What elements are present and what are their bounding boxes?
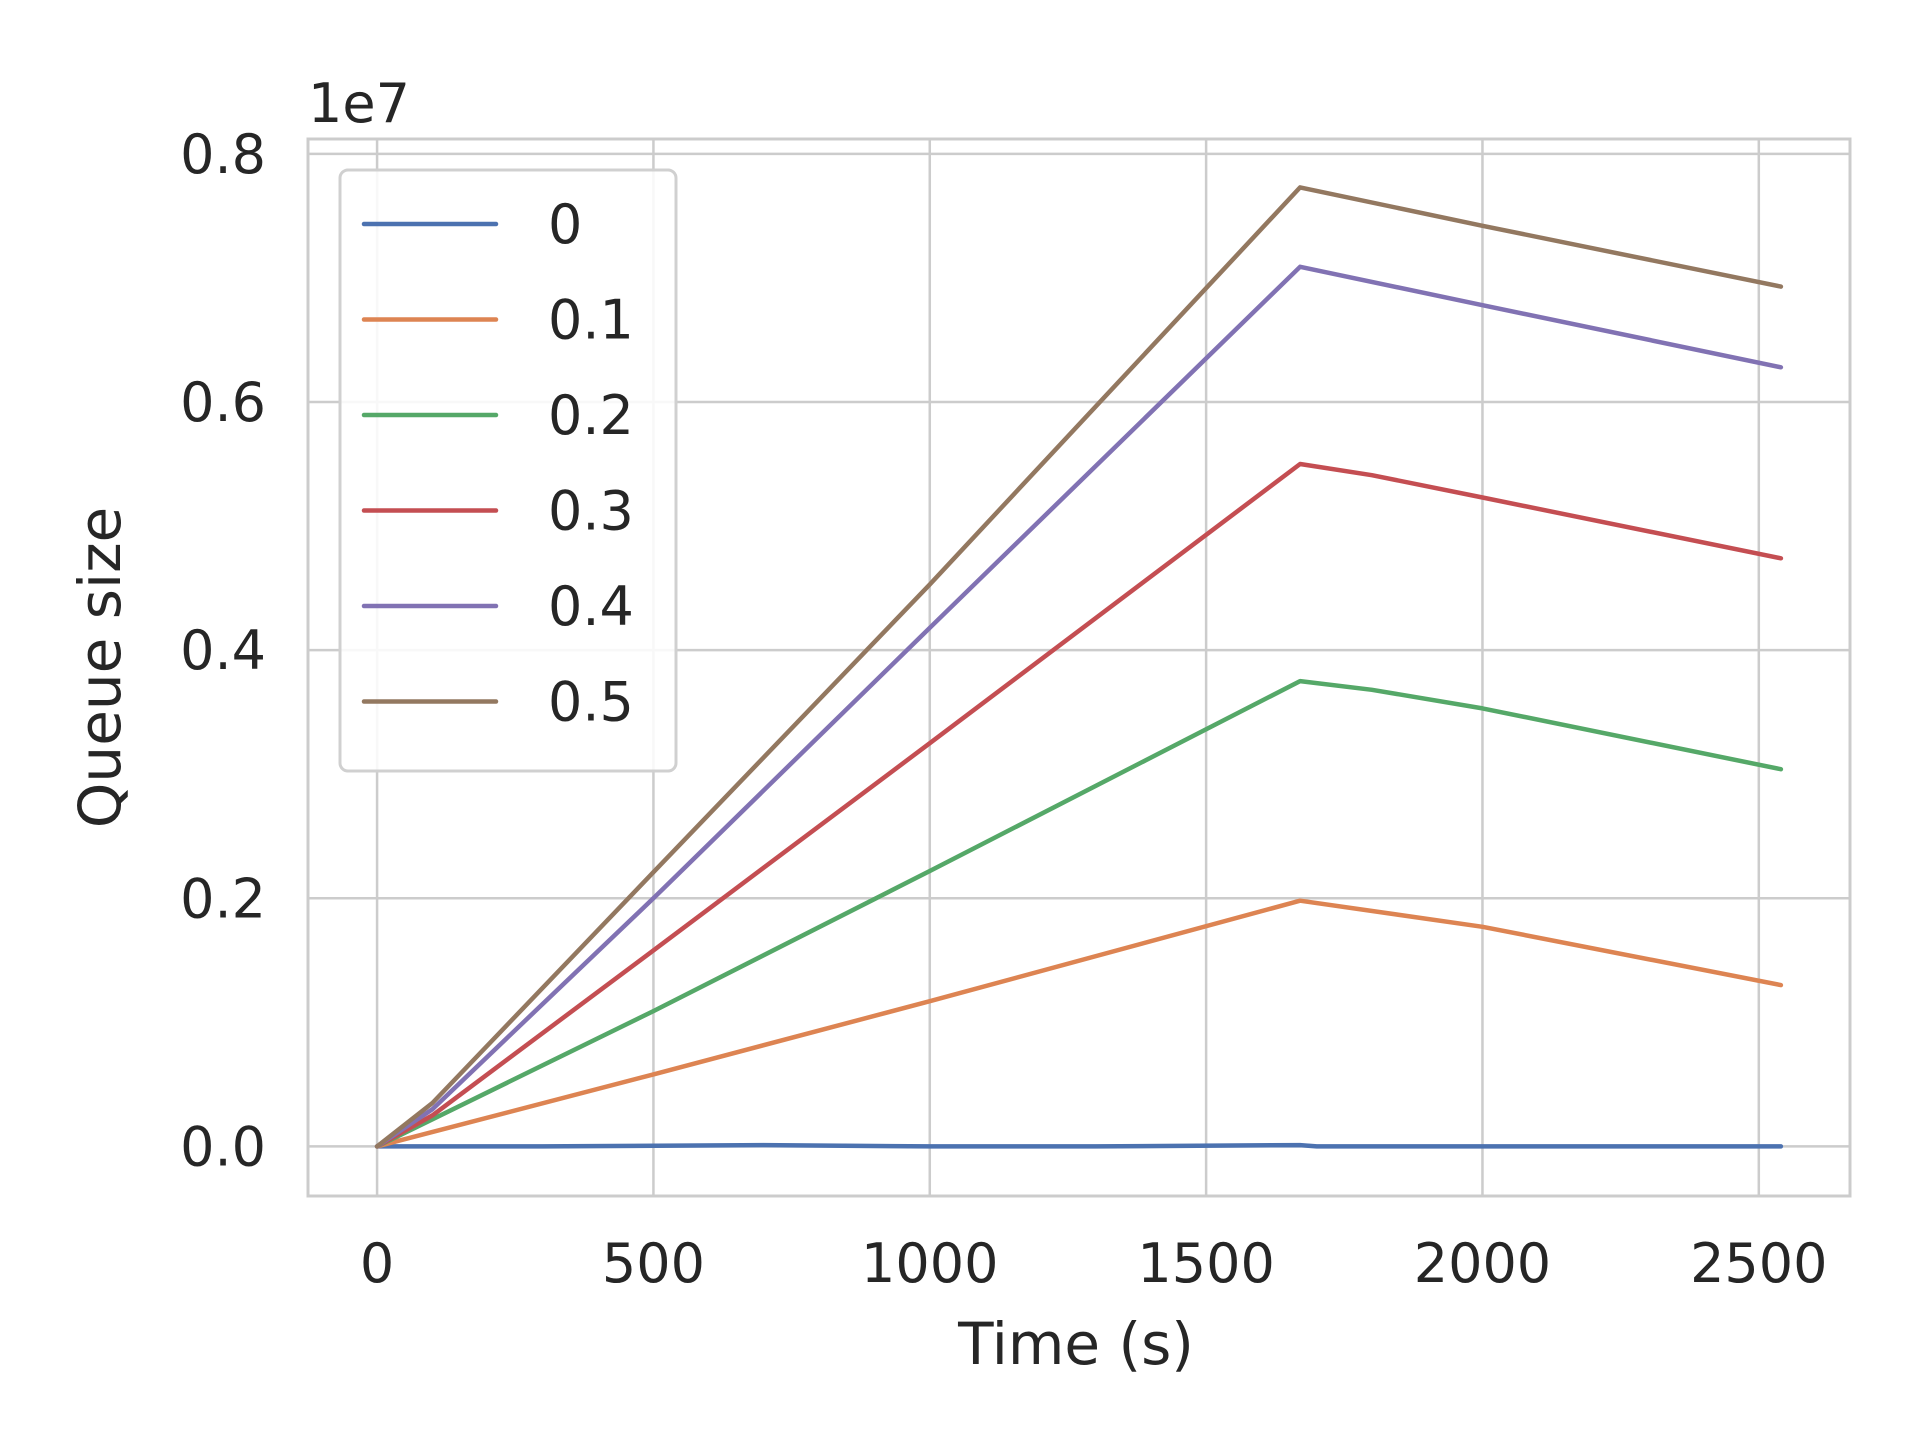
tick-labels: 0 500 1000 1500 2000 2500 0.0 0.2 0.4 0.6 0.8 bbox=[180, 123, 1827, 1295]
series-line-0-2 bbox=[374, 678, 1784, 1149]
x-tick-label: 500 bbox=[602, 1232, 705, 1295]
legend-label: 0.3 bbox=[548, 480, 634, 543]
y-offset-label: 1e7 bbox=[308, 72, 410, 135]
series-line-0 bbox=[374, 1142, 1784, 1149]
series-lines bbox=[374, 185, 1784, 1149]
y-tick-label: 0.6 bbox=[180, 371, 266, 434]
y-tick-label: 0.2 bbox=[180, 867, 266, 930]
x-axis-label: Time (s) bbox=[957, 1310, 1194, 1378]
series-line-0-4 bbox=[374, 264, 1784, 1149]
legend-label: 0.5 bbox=[548, 671, 634, 734]
x-tick-label: 1000 bbox=[861, 1232, 998, 1295]
legend-label: 0.4 bbox=[548, 575, 634, 638]
legend-label: 0 bbox=[548, 193, 582, 256]
x-tick-label: 0 bbox=[360, 1232, 394, 1295]
y-tick-label: 0.4 bbox=[180, 619, 266, 682]
x-tick-label: 1500 bbox=[1137, 1232, 1274, 1295]
series-line-0-5 bbox=[374, 185, 1784, 1149]
legend-label: 0.2 bbox=[548, 384, 634, 447]
x-tick-label: 2500 bbox=[1690, 1232, 1827, 1295]
legend-label: 0.1 bbox=[548, 289, 634, 352]
series-line-0-1 bbox=[374, 898, 1784, 1149]
y-tick-label: 0.0 bbox=[180, 1115, 266, 1178]
plot-frame bbox=[306, 137, 1852, 1198]
x-tick-label: 2000 bbox=[1414, 1232, 1551, 1295]
series-line-0-3 bbox=[374, 461, 1784, 1149]
y-axis-label: Queue size bbox=[66, 507, 134, 828]
y-tick-label: 0.8 bbox=[180, 123, 266, 186]
legend: 0 0.1 0.2 0.3 0.4 0.5 bbox=[338, 168, 678, 773]
